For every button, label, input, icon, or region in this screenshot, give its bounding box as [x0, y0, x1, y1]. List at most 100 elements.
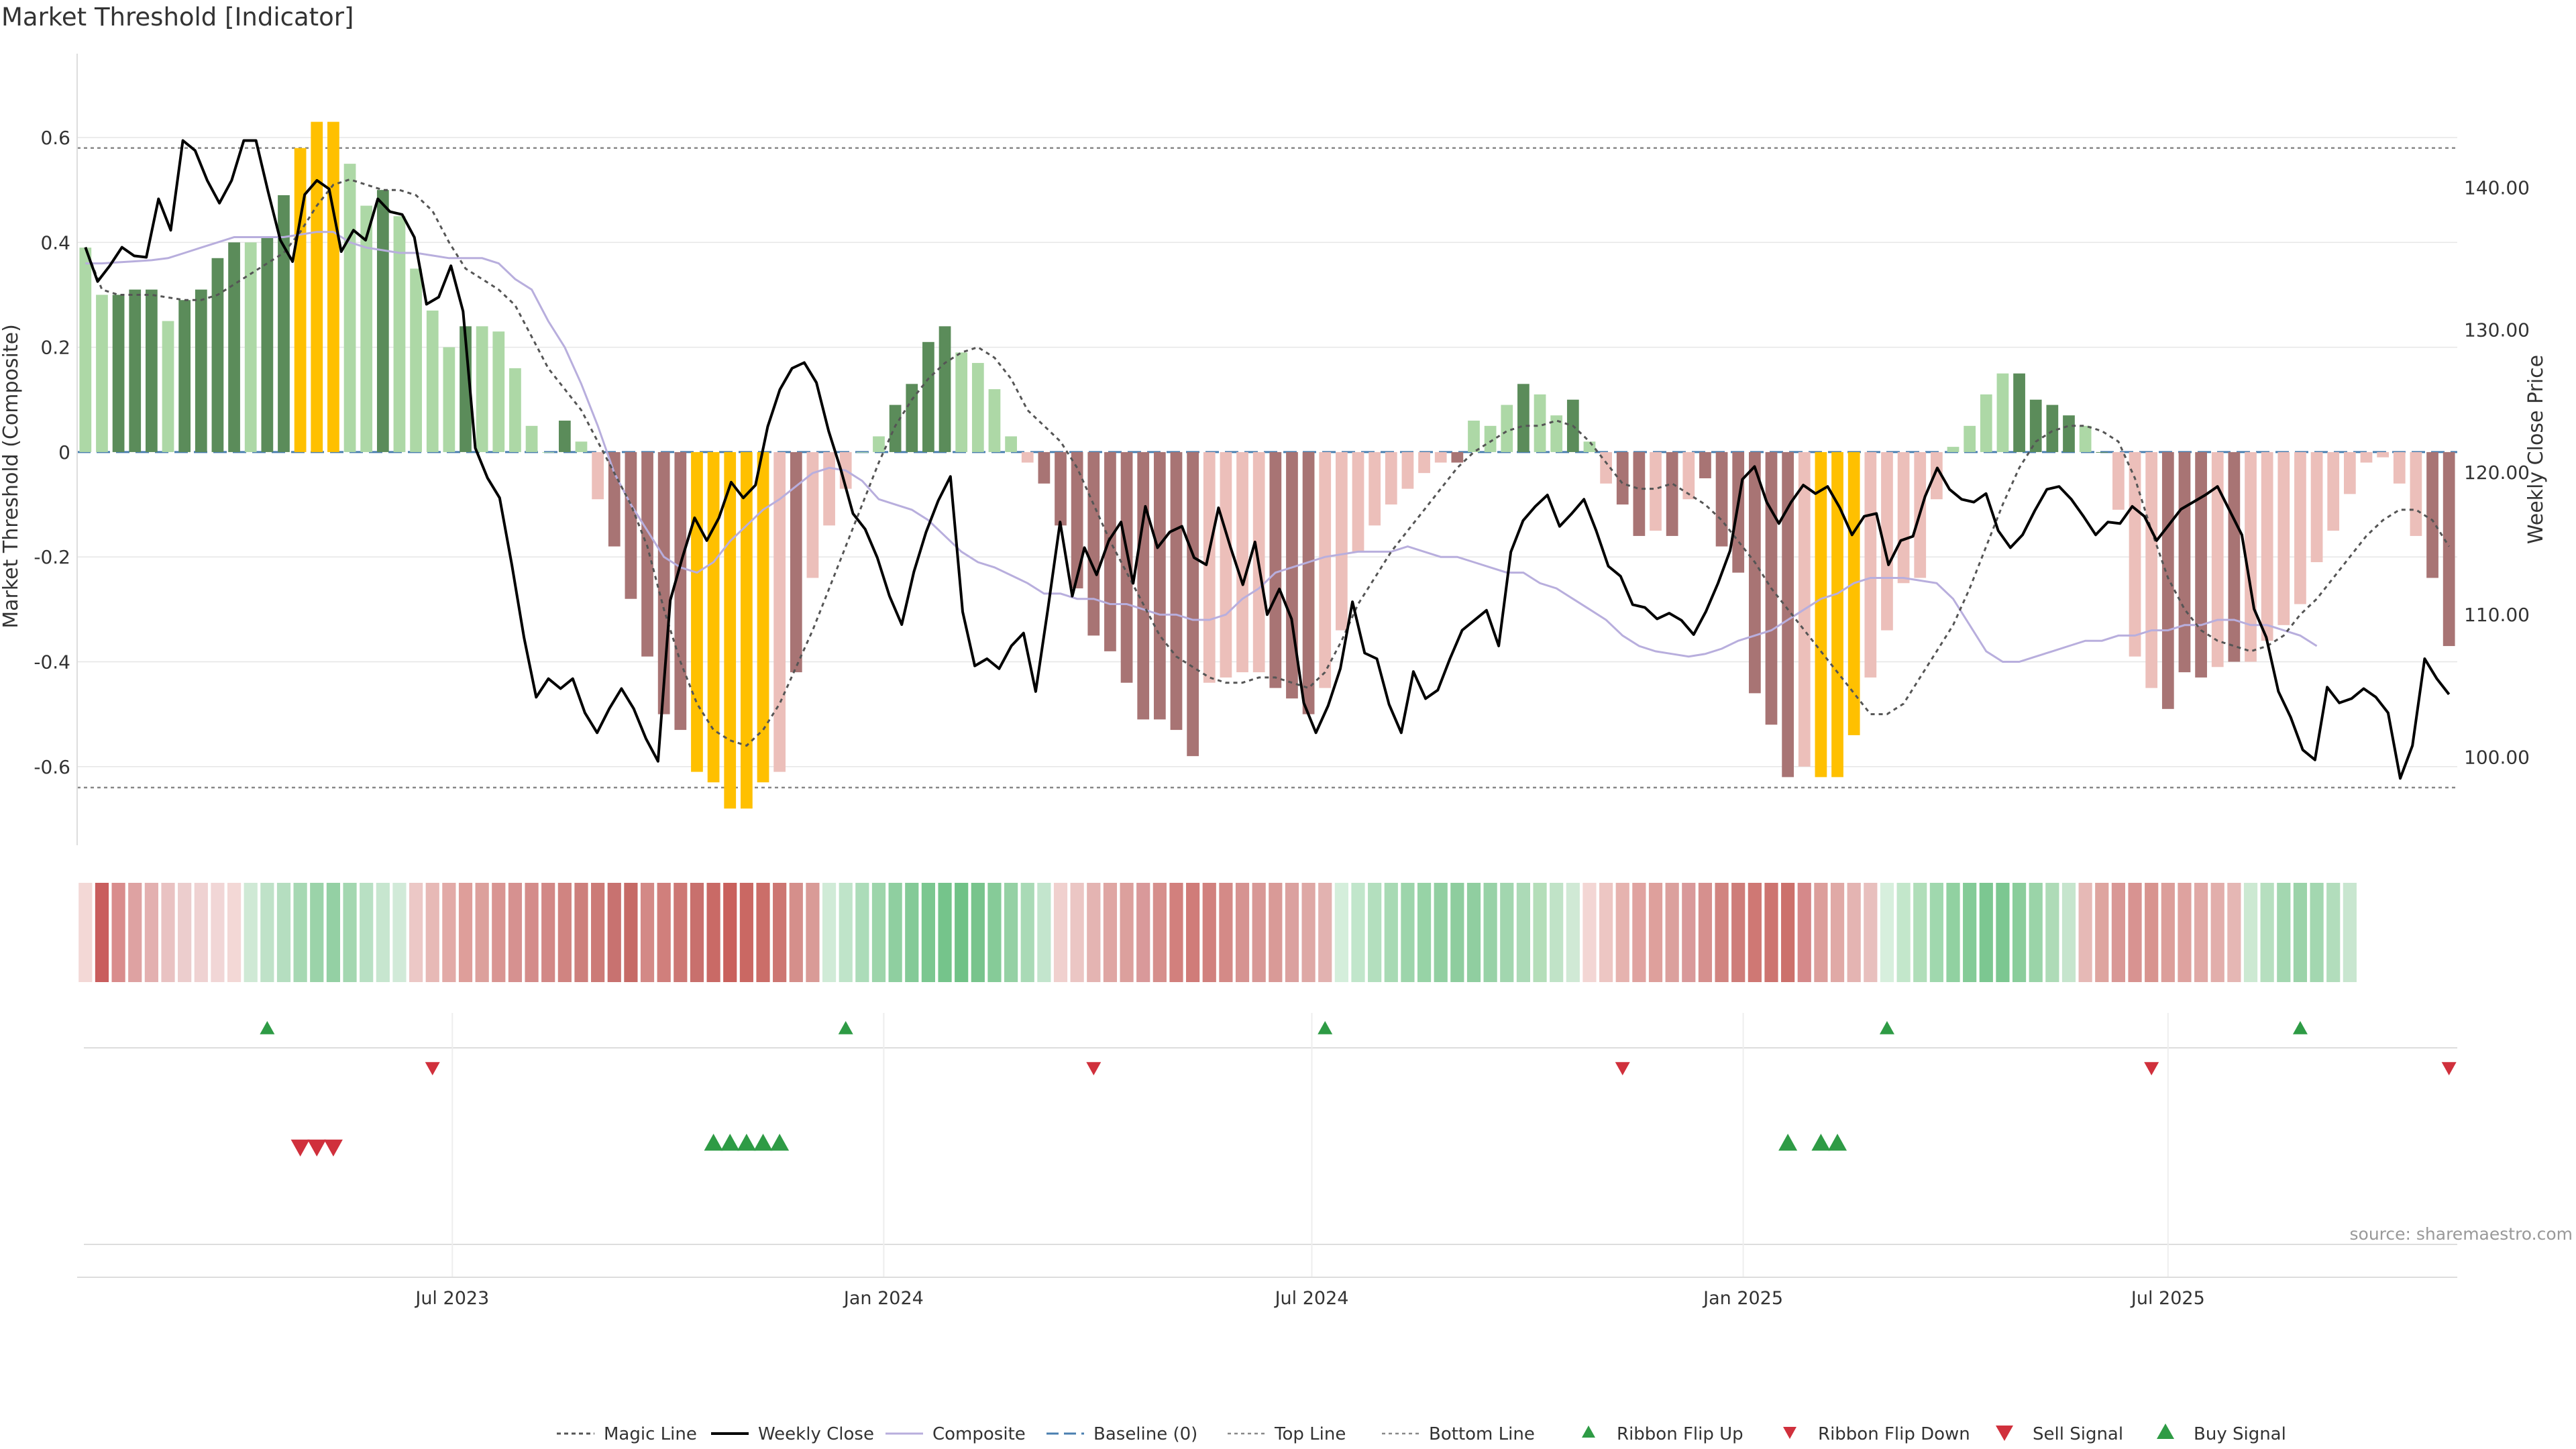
composite-bar — [96, 294, 108, 452]
composite-bar — [856, 451, 869, 453]
ribbon-cell — [789, 883, 803, 982]
y2-tick-label: 120.00 — [2464, 462, 2530, 484]
composite-bar — [2096, 451, 2108, 453]
composite-bar — [558, 421, 571, 452]
composite-bar — [79, 248, 92, 452]
composite-bar — [2261, 451, 2273, 641]
ribbon-cell — [244, 883, 258, 982]
ribbon-flip-down-marker — [1086, 1062, 1102, 1075]
composite-bar — [674, 451, 687, 731]
composite-bar — [1104, 451, 1116, 651]
ribbon-cell — [2078, 883, 2092, 982]
ribbon-cell — [260, 883, 274, 982]
legend-item-baseline: Baseline (0) — [1046, 1424, 1197, 1444]
ribbon-cell — [1285, 883, 1299, 982]
composite-bar — [1286, 451, 1298, 699]
composite-bar — [542, 451, 555, 453]
signal-panels — [84, 1013, 2457, 1277]
composite-bar — [1650, 451, 1662, 531]
ribbon-cell — [1533, 883, 1547, 982]
composite-bar — [1931, 451, 1943, 500]
ribbon-cell — [1516, 883, 1531, 982]
series-lines — [84, 139, 2451, 780]
ribbon-cell — [1401, 883, 1415, 982]
composite-bar — [393, 216, 406, 452]
ribbon-cell — [1864, 883, 1878, 982]
ribbon-cell — [2260, 883, 2274, 982]
composite-bar — [1782, 451, 1794, 777]
composite-bar — [889, 405, 902, 452]
legend-item-bottom: Bottom Line — [1382, 1424, 1535, 1444]
buy-signal-marker — [770, 1134, 790, 1151]
ribbon-cell — [1301, 883, 1316, 982]
ribbon-cell — [310, 883, 324, 982]
composite-bar — [278, 195, 290, 452]
composite-bar — [1336, 451, 1348, 631]
source-note: source: sharemaestro.com — [2350, 1224, 2573, 1244]
ribbon-cell — [1979, 883, 1993, 982]
ribbon-cell — [1946, 883, 1960, 982]
composite-bar — [410, 268, 422, 452]
y-tick-label: 0.4 — [40, 231, 70, 254]
composite-bar — [1468, 421, 1480, 452]
composite-bar — [1484, 425, 1497, 452]
ribbon-cell — [343, 883, 357, 982]
buy-signal-marker — [1828, 1134, 1847, 1151]
composite-bar — [757, 451, 769, 783]
ribbon-cell — [211, 883, 225, 982]
composite-bar — [327, 121, 339, 452]
ribbon-cell — [2095, 883, 2109, 982]
ribbon-cell — [1550, 883, 1564, 982]
ribbon-cell — [1682, 883, 1696, 982]
legend-label: Magic Line — [604, 1424, 697, 1444]
composite-bar — [1864, 451, 1877, 678]
composite-bar — [2426, 451, 2438, 578]
ribbon-cell — [1417, 883, 1432, 982]
legend-item-flip_up: Ribbon Flip Up — [1582, 1424, 1743, 1444]
composite-bar — [922, 341, 934, 452]
composite-bar — [1600, 451, 1612, 484]
composite-bar — [1319, 451, 1332, 688]
ribbon-cell — [194, 883, 208, 982]
composite-bar — [2443, 451, 2455, 647]
ribbon-cell — [2243, 883, 2258, 982]
ribbon-cell — [1368, 883, 1382, 982]
ribbon-flip-up-marker — [838, 1021, 853, 1034]
legend-label: Ribbon Flip Up — [1617, 1424, 1743, 1444]
reference-lines — [77, 147, 2457, 789]
ribbon-cell — [1269, 883, 1283, 982]
legend-label: Top Line — [1274, 1424, 1346, 1444]
ribbon-cell — [1665, 883, 1679, 982]
ribbon-cell — [905, 883, 919, 982]
composite-bar — [162, 321, 174, 452]
ribbon-cell — [723, 883, 737, 982]
composite-bar — [228, 242, 240, 452]
magic-line — [84, 178, 2450, 747]
composite-bar — [1881, 451, 1893, 631]
composite-bar — [2079, 425, 2092, 452]
composite-bar — [1220, 451, 1232, 678]
composite-bar — [2029, 399, 2042, 452]
composite-bar — [2343, 451, 2356, 494]
ribbon-cell — [1318, 883, 1332, 982]
composite-bar — [1005, 436, 1017, 452]
composite-bar — [2327, 451, 2340, 531]
ribbon-cell — [1715, 883, 1729, 982]
ribbon-flip-up-marker — [1318, 1021, 1333, 1034]
composite-bar — [343, 164, 356, 452]
ribbon-cell — [607, 883, 621, 982]
ribbon-cell — [1351, 883, 1365, 982]
sell-signal-marker — [290, 1139, 310, 1157]
composite-bar — [1534, 394, 1546, 452]
y-axis-label: Market Threshold (Composite) — [0, 324, 23, 629]
ribbon-cell — [1434, 883, 1448, 982]
ribbon-cell — [178, 883, 192, 982]
ribbon-cell — [1500, 883, 1514, 982]
legend-swatch — [1582, 1426, 1595, 1438]
legend-label: Baseline (0) — [1093, 1424, 1197, 1444]
composite-bar — [2046, 405, 2059, 452]
ribbon-cell — [1566, 883, 1580, 982]
ribbon-cell — [409, 883, 423, 982]
legend-label: Bottom Line — [1429, 1424, 1535, 1444]
ribbon-cell — [839, 883, 853, 982]
